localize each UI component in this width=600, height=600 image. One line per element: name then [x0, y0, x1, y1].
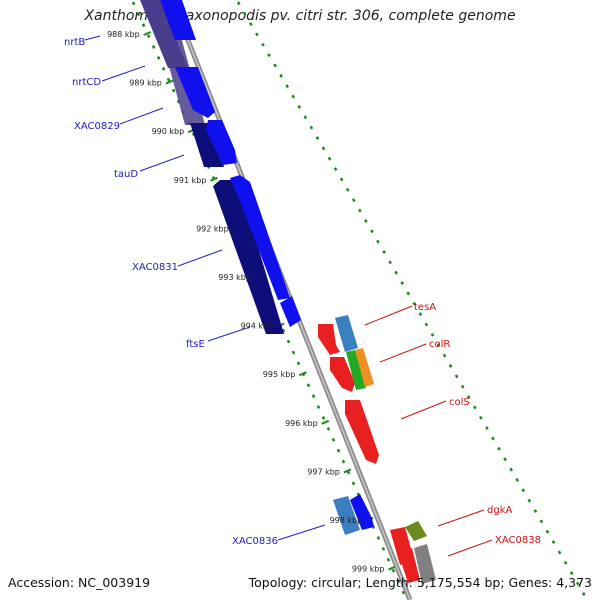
tick-label: 993 kbp: [218, 273, 251, 282]
major-tick: [210, 176, 218, 182]
tick-label: 995 kbp: [263, 370, 296, 379]
tick-label: 994 kbp: [241, 322, 274, 331]
label-XAC0831[interactable]: XAC0831: [132, 262, 178, 273]
label-tauD[interactable]: tauD: [114, 169, 138, 180]
genome-title: Xanthomonas axonopodis pv. citri str. 30…: [84, 8, 516, 24]
label-colR[interactable]: colR: [429, 339, 450, 350]
gene-tesA-fwd[interactable]: [335, 315, 358, 352]
tick-labels: 988 kbp 989 kbp 990 kbp 991 kbp 992 kbp 993 k…: [107, 30, 384, 574]
gene-colS[interactable]: [345, 400, 379, 464]
leader-XAC0829: [119, 107, 164, 125]
label-XAC0838[interactable]: XAC0838: [495, 535, 541, 546]
genome-summary-text: Topology: circular; Length: 5,175,554 bp…: [248, 575, 592, 590]
gene-XAC0838[interactable]: [398, 548, 420, 583]
gene-XAC0836[interactable]: [333, 496, 360, 535]
leader-XAC0838: [447, 539, 493, 557]
tick-label: 997 kbp: [307, 467, 340, 476]
tick-label: 996 kbp: [285, 419, 318, 428]
label-nrtB[interactable]: nrtB: [64, 37, 85, 48]
gene-tauD[interactable]: [213, 180, 284, 334]
major-tick: [321, 419, 330, 425]
tick-label: 991 kbp: [174, 176, 207, 185]
tick-label: 999 kbp: [352, 565, 385, 574]
leader-colR: [379, 343, 427, 363]
label-nrtCD[interactable]: nrtCD: [72, 77, 101, 88]
gene-tesA[interactable]: [318, 324, 340, 355]
leader-tauD: [139, 154, 185, 172]
gene-colR-fwd-a[interactable]: [346, 350, 366, 390]
major-tick: [299, 371, 307, 377]
major-tick: [165, 79, 174, 85]
forward-strand-genes: [160, 0, 436, 584]
label-XAC0836[interactable]: XAC0836: [232, 536, 278, 547]
leader-nrtCD: [101, 65, 146, 82]
gene-nrtCD-fwd[interactable]: [175, 67, 215, 118]
left-gene-labels: nrtB nrtCD XAC0829 tauD XAC0831 ftsE XAC…: [64, 35, 326, 547]
tick-label: 992 kbp: [196, 224, 229, 233]
gene-colR[interactable]: [330, 357, 355, 392]
leader-XAC0836: [277, 524, 326, 541]
leader-tesA: [364, 305, 413, 326]
tick-label: 988 kbp: [107, 30, 140, 39]
tick-label: 990 kbp: [152, 127, 185, 136]
label-dgkA[interactable]: dgkA: [487, 505, 512, 516]
major-tick: [343, 468, 352, 474]
accession-text: Accession: NC_003919: [8, 575, 151, 590]
label-ftsE[interactable]: ftsE: [186, 339, 205, 350]
leader-colS: [400, 400, 447, 420]
gene-XAC0829-fwd[interactable]: [206, 120, 237, 165]
leader-ftsE: [207, 326, 251, 342]
tick-label: 989 kbp: [129, 79, 162, 88]
label-tesA[interactable]: tesA: [414, 302, 436, 313]
leader-XAC0831: [177, 249, 223, 267]
gene-XAC0829[interactable]: [190, 123, 224, 167]
right-gene-labels: tesA colR colS dgkA XAC0838: [364, 302, 541, 557]
major-tick: [143, 31, 152, 36]
gene-nrtB-fwd[interactable]: [160, 0, 196, 40]
gene-tauD-fwd[interactable]: [230, 175, 290, 300]
label-colS[interactable]: colS: [449, 397, 470, 408]
gene-dgkA-fwd[interactable]: [405, 521, 427, 541]
gene-colR-fwd-b[interactable]: [355, 348, 374, 387]
leader-dgkA: [437, 509, 485, 527]
gene-XAC0831-fwd[interactable]: [280, 296, 301, 327]
tick-label: 998 kbp: [330, 516, 363, 525]
label-XAC0829[interactable]: XAC0829: [74, 121, 120, 132]
gene-XAC0836-fwd[interactable]: [350, 494, 374, 530]
gene-XAC0838-fwd[interactable]: [414, 544, 436, 584]
leader-nrtB: [84, 35, 101, 41]
